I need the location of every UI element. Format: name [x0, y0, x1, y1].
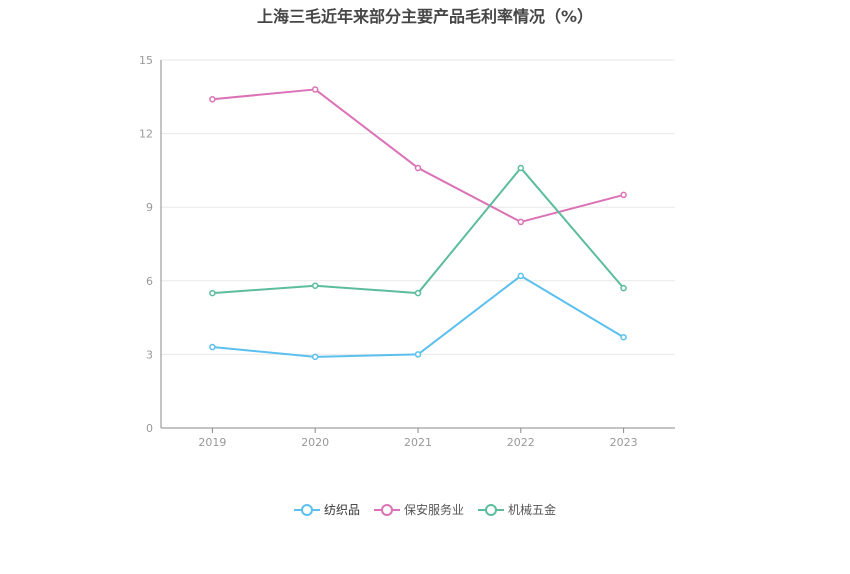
data-point[interactable] — [517, 272, 525, 280]
x-tick-label: 2021 — [404, 436, 432, 449]
legend: 纺织品 保安服务业 机械五金 — [0, 501, 850, 518]
x-tick-label: 2022 — [507, 436, 535, 449]
data-point[interactable] — [414, 351, 422, 358]
data-point[interactable] — [620, 284, 627, 292]
data-point[interactable] — [209, 343, 216, 351]
data-point[interactable] — [311, 282, 319, 289]
legend-label: 纺织品 — [323, 503, 360, 517]
series-line-1 — [212, 88, 624, 223]
y-tick-label: 15 — [139, 54, 153, 67]
legend-swatch-icon — [478, 503, 504, 517]
x-tick-label: 2019 — [198, 436, 226, 449]
data-point[interactable] — [414, 164, 422, 172]
legend-item-1[interactable]: 保安服务业 — [373, 501, 464, 518]
data-point[interactable] — [620, 333, 627, 341]
data-point[interactable] — [414, 289, 422, 297]
data-point[interactable] — [517, 218, 525, 226]
y-axis: 0 3 6 9 12 15 — [139, 54, 162, 435]
data-point[interactable] — [209, 289, 216, 297]
y-tick-label: 3 — [146, 348, 153, 361]
y-tick-label: 12 — [139, 128, 153, 141]
data-point[interactable] — [311, 86, 319, 93]
y-tick-label: 0 — [146, 422, 153, 435]
data-point[interactable] — [517, 164, 525, 172]
data-point[interactable] — [620, 191, 627, 199]
y-tick-label: 9 — [146, 201, 153, 214]
legend-swatch-icon — [293, 503, 320, 517]
legend-item-2[interactable]: 机械五金 — [478, 501, 556, 518]
data-point[interactable] — [311, 353, 319, 361]
series-group — [209, 86, 627, 361]
legend-label: 保安服务业 — [403, 503, 464, 517]
grid-lines — [161, 59, 675, 355]
chart-title: 上海三毛近年来部分主要产品毛利率情况（%） — [256, 7, 594, 26]
legend-label: 机械五金 — [508, 503, 557, 517]
legend-swatch-icon — [373, 503, 400, 517]
x-tick-label: 2020 — [301, 436, 329, 449]
x-axis: 2019 2020 2021 2022 2023 — [161, 427, 675, 449]
x-tick-label: 2023 — [610, 436, 638, 449]
y-tick-label: 6 — [146, 275, 153, 288]
series-line-2 — [212, 166, 625, 295]
legend-item-0[interactable]: 纺织品 — [293, 501, 360, 518]
data-point[interactable] — [209, 96, 216, 103]
